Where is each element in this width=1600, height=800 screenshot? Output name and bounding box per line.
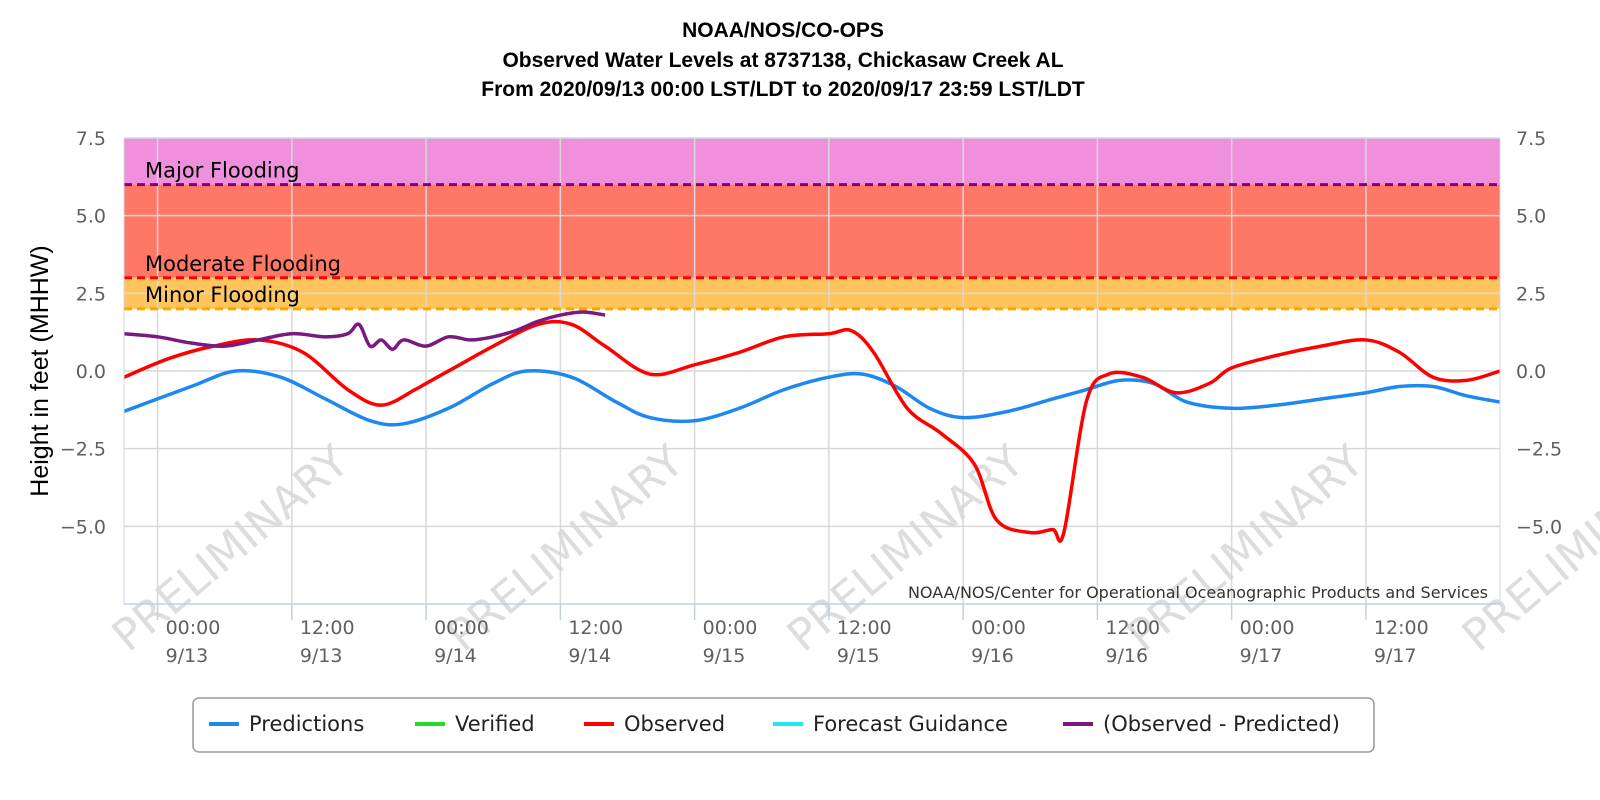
y-tick-label-left: 7.5: [76, 128, 106, 150]
watermark-text: PRELIMINARY: [1453, 436, 1600, 662]
y-tick-label-right: −5.0: [1516, 516, 1562, 538]
moderate-flooding-band: [124, 184, 1500, 278]
forecast-guidance-legend-label: Forecast Guidance: [813, 712, 1008, 736]
verified-legend-label: Verified: [455, 712, 535, 736]
x-tick-time-label: 12:00: [837, 617, 892, 639]
x-tick-time-label: 12:00: [300, 617, 355, 639]
minor-flooding-label: Minor Flooding: [145, 283, 300, 307]
x-tick-date-label: 9/17: [1374, 645, 1417, 667]
x-tick-time-label: 12:00: [1105, 617, 1160, 639]
x-tick-time-label: 12:00: [568, 617, 623, 639]
flood-bands: [124, 138, 1500, 309]
grid-lines: [124, 137, 1500, 604]
observed-series-line: [124, 319, 1500, 543]
x-tick-date-label: 9/16: [1105, 645, 1148, 667]
y-tick-label-right: 2.5: [1516, 283, 1546, 305]
x-tick-date-label: 9/14: [568, 645, 611, 667]
x-tick-time-label: 12:00: [1374, 617, 1429, 639]
y-tick-label-right: 0.0: [1516, 361, 1546, 383]
x-tick-date-label: 9/17: [1240, 645, 1283, 667]
x-axis: 00:00 9/13 12:00 9/13 00:00 9/14 12:00 9/14 00:0…: [124, 603, 1500, 667]
x-tick-time-label: 00:00: [703, 617, 758, 639]
flood-labels: Major Flooding Moderate Flooding Minor Flo…: [145, 159, 341, 307]
flood-threshold-lines: [124, 183, 1500, 311]
legend: Predictions Verified Observed Forecast Guid…: [192, 697, 1375, 753]
x-tick-date-label: 9/15: [703, 645, 746, 667]
y-tick-label-right: 7.5: [1516, 128, 1546, 150]
x-tick-date-label: 9/14: [434, 645, 477, 667]
major-flooding-label: Major Flooding: [145, 159, 299, 183]
y-axis-right: 7.5 5.0 2.5 0.0 −2.5 −5.0: [1516, 128, 1562, 538]
title-line-3: From 2020/09/13 00:00 LST/LDT to 2020/09…: [481, 78, 1085, 101]
moderate-flooding-label: Moderate Flooding: [145, 252, 341, 276]
title-line-2: Observed Water Levels at 8737138, Chicka…: [502, 49, 1063, 72]
x-tick-date-label: 9/13: [300, 645, 343, 667]
x-tick-time-label: 00:00: [1240, 617, 1295, 639]
y-tick-label-right: 5.0: [1516, 206, 1546, 228]
y-axis-left: 7.5 5.0 2.5 0.0 −2.5 −5.0: [60, 128, 106, 538]
y-axis-label: Height in feet (MHHW): [26, 245, 54, 496]
y-tick-label-left: −5.0: [60, 516, 106, 538]
credit-text: NOAA/NOS/Center for Operational Oceanogr…: [908, 583, 1488, 602]
observed-predicted-legend-label: (Observed - Predicted): [1103, 712, 1340, 736]
predictions-series-line: [124, 368, 1500, 427]
chart-title: NOAA/NOS/CO-OPS Observed Water Levels at…: [481, 19, 1085, 101]
title-line-1: NOAA/NOS/CO-OPS: [682, 19, 884, 42]
y-tick-label-left: 0.0: [76, 361, 106, 383]
observed-legend-label: Observed: [624, 712, 725, 736]
x-tick-date-label: 9/16: [971, 645, 1014, 667]
observed-predicted-series-line: [124, 310, 606, 352]
major-flooding-band: [124, 138, 1500, 185]
x-tick-time-label: 00:00: [434, 617, 489, 639]
y-tick-label-left: 5.0: [76, 206, 106, 228]
x-tick-date-label: 9/13: [166, 645, 209, 667]
data-series: [124, 310, 1500, 543]
x-tick-time-label: 00:00: [166, 617, 221, 639]
y-tick-label-left: 2.5: [76, 283, 106, 305]
x-tick-time-label: 00:00: [971, 617, 1026, 639]
x-tick-date-label: 9/15: [837, 645, 880, 667]
predictions-legend-label: Predictions: [249, 712, 364, 736]
y-tick-label-left: −2.5: [60, 439, 106, 461]
y-tick-label-right: −2.5: [1516, 439, 1562, 461]
